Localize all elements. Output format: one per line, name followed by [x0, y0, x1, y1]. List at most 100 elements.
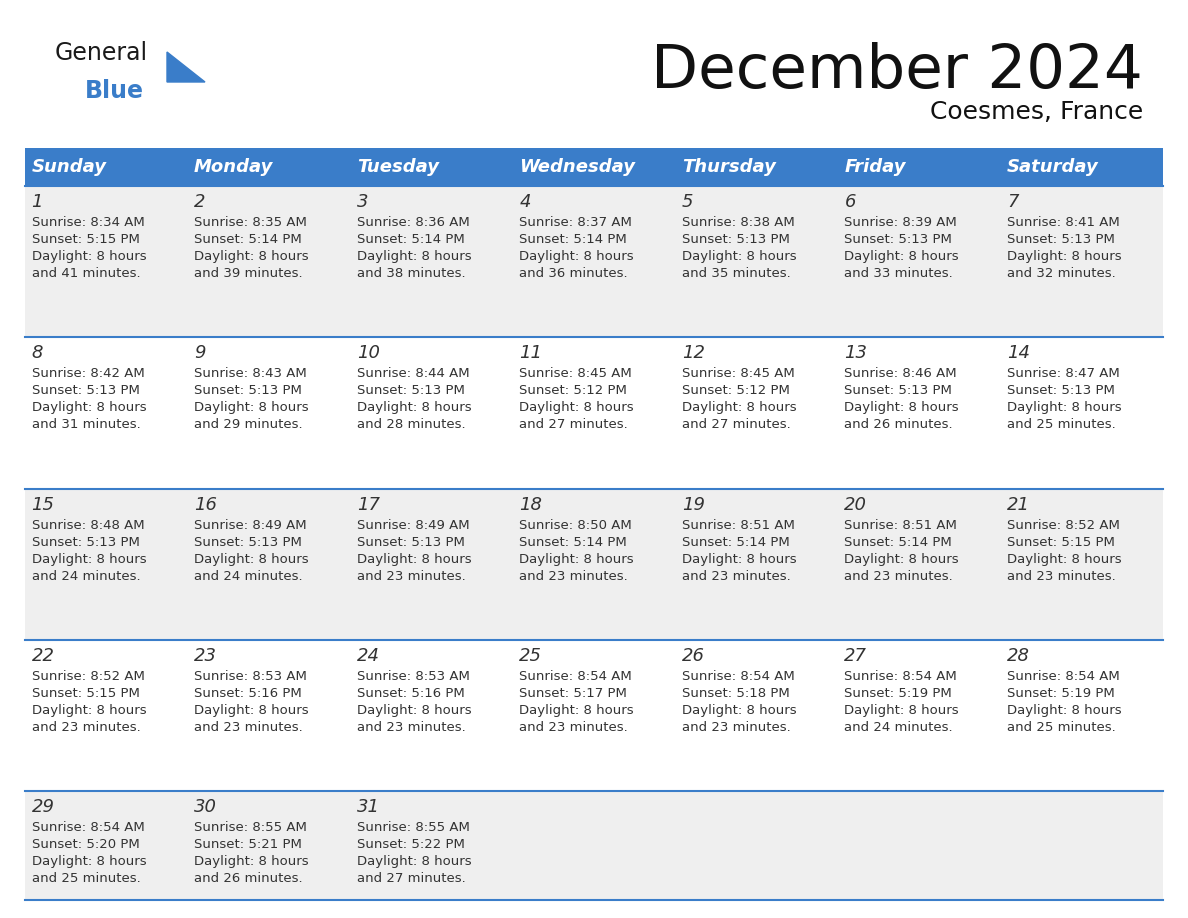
Text: and 24 minutes.: and 24 minutes.: [32, 569, 140, 583]
Text: and 32 minutes.: and 32 minutes.: [1007, 267, 1116, 280]
Text: 20: 20: [845, 496, 867, 513]
Text: Daylight: 8 hours: Daylight: 8 hours: [1007, 250, 1121, 263]
Text: Daylight: 8 hours: Daylight: 8 hours: [32, 855, 146, 868]
Text: Sunrise: 8:48 AM: Sunrise: 8:48 AM: [32, 519, 144, 532]
Text: 5: 5: [682, 193, 694, 211]
Bar: [1000, 186, 1163, 337]
Text: and 41 minutes.: and 41 minutes.: [32, 267, 140, 280]
Text: 13: 13: [845, 344, 867, 363]
Text: Monday: Monday: [194, 158, 273, 176]
Text: Daylight: 8 hours: Daylight: 8 hours: [32, 553, 146, 565]
Bar: [838, 148, 1000, 186]
Text: 3: 3: [356, 193, 368, 211]
Text: and 31 minutes.: and 31 minutes.: [32, 419, 140, 431]
Text: and 23 minutes.: and 23 minutes.: [194, 721, 303, 733]
Text: Daylight: 8 hours: Daylight: 8 hours: [845, 250, 959, 263]
Text: Daylight: 8 hours: Daylight: 8 hours: [356, 250, 472, 263]
Text: 29: 29: [32, 798, 55, 816]
Text: 12: 12: [682, 344, 704, 363]
Text: 14: 14: [1007, 344, 1030, 363]
Text: December 2024: December 2024: [651, 42, 1143, 101]
Text: Sunrise: 8:45 AM: Sunrise: 8:45 AM: [682, 367, 795, 380]
Bar: [838, 640, 1000, 791]
Text: 31: 31: [356, 798, 380, 816]
Text: and 27 minutes.: and 27 minutes.: [356, 872, 466, 885]
Bar: [188, 640, 350, 791]
Text: Wednesday: Wednesday: [519, 158, 636, 176]
Text: Sunrise: 8:44 AM: Sunrise: 8:44 AM: [356, 367, 469, 380]
Text: Sunrise: 8:54 AM: Sunrise: 8:54 AM: [32, 821, 144, 834]
Text: 27: 27: [845, 647, 867, 665]
Text: Sunrise: 8:38 AM: Sunrise: 8:38 AM: [682, 216, 795, 229]
Bar: [188, 148, 350, 186]
Text: 1: 1: [32, 193, 43, 211]
Text: Daylight: 8 hours: Daylight: 8 hours: [194, 855, 309, 868]
Text: Sunrise: 8:50 AM: Sunrise: 8:50 AM: [519, 519, 632, 532]
Text: and 25 minutes.: and 25 minutes.: [1007, 419, 1116, 431]
Text: 23: 23: [194, 647, 217, 665]
Text: 16: 16: [194, 496, 217, 513]
Bar: [838, 337, 1000, 488]
Text: Sunday: Sunday: [32, 158, 107, 176]
Text: Sunset: 5:21 PM: Sunset: 5:21 PM: [194, 838, 302, 851]
Text: Daylight: 8 hours: Daylight: 8 hours: [845, 401, 959, 414]
Text: Sunset: 5:22 PM: Sunset: 5:22 PM: [356, 838, 465, 851]
Text: Sunset: 5:13 PM: Sunset: 5:13 PM: [845, 385, 953, 397]
Text: Sunset: 5:13 PM: Sunset: 5:13 PM: [1007, 233, 1114, 246]
Text: 28: 28: [1007, 647, 1030, 665]
Bar: [1000, 337, 1163, 488]
Text: Sunset: 5:12 PM: Sunset: 5:12 PM: [519, 385, 627, 397]
Text: Daylight: 8 hours: Daylight: 8 hours: [32, 250, 146, 263]
Bar: [675, 186, 838, 337]
Text: Thursday: Thursday: [682, 158, 776, 176]
Text: 18: 18: [519, 496, 542, 513]
Text: Sunrise: 8:37 AM: Sunrise: 8:37 AM: [519, 216, 632, 229]
Text: 22: 22: [32, 647, 55, 665]
Text: Daylight: 8 hours: Daylight: 8 hours: [682, 401, 796, 414]
Text: Sunset: 5:14 PM: Sunset: 5:14 PM: [845, 535, 952, 549]
Text: 2: 2: [194, 193, 206, 211]
Bar: [513, 640, 675, 791]
Text: Daylight: 8 hours: Daylight: 8 hours: [194, 250, 309, 263]
Text: and 29 minutes.: and 29 minutes.: [194, 419, 303, 431]
Text: Sunset: 5:14 PM: Sunset: 5:14 PM: [194, 233, 302, 246]
Text: Daylight: 8 hours: Daylight: 8 hours: [682, 704, 796, 717]
Text: and 28 minutes.: and 28 minutes.: [356, 419, 466, 431]
Text: and 23 minutes.: and 23 minutes.: [356, 569, 466, 583]
Text: Sunrise: 8:53 AM: Sunrise: 8:53 AM: [194, 670, 307, 683]
Text: Daylight: 8 hours: Daylight: 8 hours: [682, 553, 796, 565]
Text: 17: 17: [356, 496, 380, 513]
Text: and 23 minutes.: and 23 minutes.: [519, 569, 628, 583]
Bar: [188, 337, 350, 488]
Text: Daylight: 8 hours: Daylight: 8 hours: [356, 553, 472, 565]
Text: and 23 minutes.: and 23 minutes.: [845, 569, 953, 583]
Bar: [838, 791, 1000, 900]
Text: and 25 minutes.: and 25 minutes.: [1007, 721, 1116, 733]
Text: Sunset: 5:19 PM: Sunset: 5:19 PM: [1007, 687, 1114, 700]
Bar: [675, 488, 838, 640]
Bar: [350, 186, 513, 337]
Text: and 36 minutes.: and 36 minutes.: [519, 267, 627, 280]
Text: Daylight: 8 hours: Daylight: 8 hours: [194, 553, 309, 565]
Text: Sunset: 5:18 PM: Sunset: 5:18 PM: [682, 687, 790, 700]
Bar: [675, 640, 838, 791]
Text: Friday: Friday: [845, 158, 906, 176]
Text: Blue: Blue: [86, 79, 144, 103]
Text: Daylight: 8 hours: Daylight: 8 hours: [845, 553, 959, 565]
Text: Sunrise: 8:34 AM: Sunrise: 8:34 AM: [32, 216, 144, 229]
Text: Sunset: 5:13 PM: Sunset: 5:13 PM: [356, 385, 465, 397]
Text: Sunrise: 8:47 AM: Sunrise: 8:47 AM: [1007, 367, 1119, 380]
Text: and 33 minutes.: and 33 minutes.: [845, 267, 953, 280]
Text: Sunrise: 8:52 AM: Sunrise: 8:52 AM: [1007, 519, 1120, 532]
Text: Coesmes, France: Coesmes, France: [930, 100, 1143, 124]
Text: Daylight: 8 hours: Daylight: 8 hours: [194, 704, 309, 717]
Text: and 23 minutes.: and 23 minutes.: [1007, 569, 1116, 583]
Text: Daylight: 8 hours: Daylight: 8 hours: [32, 401, 146, 414]
Bar: [188, 488, 350, 640]
Text: 11: 11: [519, 344, 542, 363]
Text: Daylight: 8 hours: Daylight: 8 hours: [356, 704, 472, 717]
Bar: [513, 148, 675, 186]
Text: Sunset: 5:15 PM: Sunset: 5:15 PM: [1007, 535, 1114, 549]
Text: and 27 minutes.: and 27 minutes.: [519, 419, 628, 431]
Text: Sunrise: 8:45 AM: Sunrise: 8:45 AM: [519, 367, 632, 380]
